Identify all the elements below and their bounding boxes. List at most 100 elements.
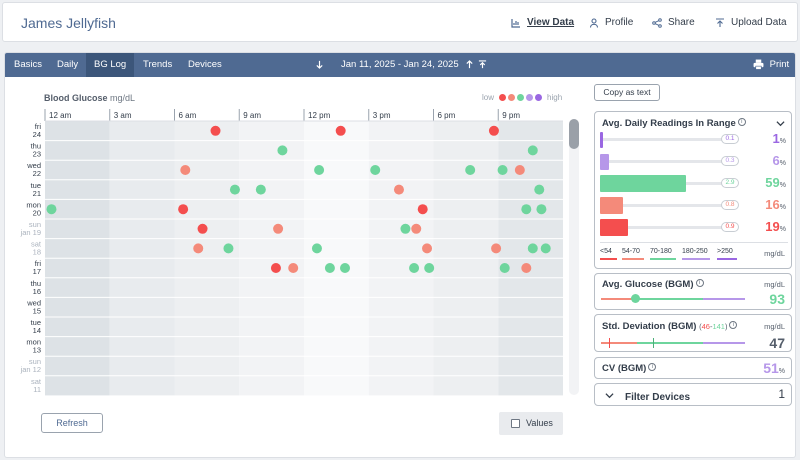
view-data-label: View Data	[527, 17, 575, 28]
std-dev-value: 47	[769, 335, 785, 351]
values-label: Values	[526, 418, 553, 428]
day-label-date: 20	[33, 208, 41, 217]
chevron-down-icon[interactable]	[776, 119, 785, 128]
tab-daily[interactable]: Daily	[57, 59, 79, 70]
glucose-reading-point	[273, 223, 284, 234]
profile-button[interactable]: Profile	[589, 17, 633, 28]
chart-title-text: Blood Glucose	[44, 93, 108, 103]
glucose-reading-point	[335, 125, 346, 136]
tab-bg-log[interactable]: BG Log	[86, 53, 135, 77]
glucose-reading-point	[210, 125, 221, 136]
avg-glucose-value: 93	[769, 291, 785, 307]
avg-glucose-marker	[631, 294, 640, 303]
glucose-reading-point	[340, 263, 351, 273]
tir-percent-number: 16	[765, 197, 780, 212]
tir-count: 0.8	[721, 200, 739, 210]
info-icon[interactable]: i	[648, 363, 657, 371]
x-tick-label: 9 am	[243, 111, 261, 120]
print-label: Print	[769, 59, 790, 70]
tir-bar	[600, 197, 624, 214]
std-dev-unit: mg/dL	[764, 322, 785, 331]
filter-devices-count: 1	[778, 387, 785, 401]
range-label: 54-70	[622, 248, 640, 255]
std-dev-scale-low	[601, 342, 637, 344]
legend-dot-target	[517, 94, 525, 101]
tir-row-target: 2.9 59%	[600, 175, 790, 192]
tir-percent-sign: %	[779, 160, 786, 167]
print-button[interactable]: Print	[753, 53, 789, 77]
tir-track	[600, 226, 738, 229]
most-recent-button[interactable]	[478, 53, 487, 77]
copy-as-text-button[interactable]: Copy as text	[594, 84, 660, 101]
tir-percent-number: 59	[765, 175, 780, 190]
cv-panel: CV (BGM) i 51%	[594, 357, 792, 379]
glucose-reading-point	[491, 243, 502, 254]
filter-devices-panel[interactable]: Filter Devices 1	[594, 383, 792, 406]
share-button[interactable]: Share	[652, 17, 695, 28]
chart-scrollbar[interactable]	[569, 119, 579, 395]
x-tick-label: 6 am	[179, 111, 197, 120]
tir-track	[600, 160, 738, 163]
avg-glucose-title-text: Avg. Glucose (BGM)	[602, 279, 694, 290]
range-label: <54	[600, 248, 612, 255]
share-icon	[652, 17, 662, 28]
x-tick-label: 6 pm	[438, 111, 456, 120]
x-tick-label: 3 am	[114, 111, 132, 120]
legend-high-label: high	[547, 93, 563, 102]
x-tick-label: 12 pm	[308, 111, 331, 120]
glucose-reading-point	[370, 165, 381, 175]
tir-percent-number: 19	[765, 219, 780, 234]
values-checkbox[interactable]	[511, 419, 520, 429]
day-label-date: 16	[33, 287, 41, 296]
std-dev-marker-low	[609, 338, 610, 348]
glucose-reading-point	[223, 243, 234, 254]
glucose-reading-point	[197, 223, 208, 234]
x-tick-label: 12 am	[49, 111, 72, 120]
tir-percent-sign: %	[779, 182, 786, 189]
avg-glucose-panel: Avg. Glucose (BGM) i mg/dL 93	[594, 273, 792, 310]
tab-devices[interactable]: Devices	[188, 59, 222, 70]
date-range: Jan 11, 2025 - Jan 24, 2025	[341, 59, 459, 70]
glucose-reading-point	[527, 145, 538, 156]
tab-basics[interactable]: Basics	[14, 59, 42, 70]
glucose-reading-point	[521, 204, 532, 215]
tir-title-text: Avg. Daily Readings In Range	[602, 118, 736, 129]
glucose-reading-point	[180, 165, 191, 175]
std-dev-range-high: 141	[712, 322, 725, 331]
next-range-button[interactable]	[465, 53, 474, 77]
values-toggle[interactable]: Values	[499, 412, 563, 435]
prev-range-button[interactable]	[315, 53, 324, 77]
glucose-reading-point	[540, 243, 551, 254]
x-tick-label: 3 pm	[373, 111, 391, 120]
view-data-button[interactable]: View Data	[511, 17, 574, 28]
tir-percent-sign: %	[779, 204, 786, 211]
day-label-date: 15	[33, 306, 41, 315]
tir-percent-number: 6	[772, 153, 780, 168]
tir-count: 2.9	[721, 178, 739, 188]
info-icon[interactable]: i	[695, 279, 704, 287]
legend-dot-low	[508, 94, 516, 101]
chart-scroll-thumb[interactable]	[569, 119, 579, 149]
info-icon[interactable]: i	[737, 118, 746, 126]
avg-glucose-title: Avg. Glucose (BGM) i	[602, 279, 704, 290]
upload-data-button[interactable]: Upload Data	[715, 17, 787, 28]
std-dev-range-sep: -	[709, 322, 713, 331]
day-label-date: 17	[33, 267, 41, 276]
day-label-weekday: tue	[31, 318, 41, 327]
range-color-line	[600, 258, 617, 260]
filter-devices-title: Filter Devices	[625, 392, 691, 403]
tab-trends[interactable]: Trends	[143, 59, 173, 70]
info-icon[interactable]: i	[729, 321, 738, 329]
chart-icon	[511, 18, 520, 28]
range-color-line	[650, 258, 676, 260]
range-label: 180-250	[682, 248, 708, 255]
printer-icon	[753, 59, 764, 70]
std-dev-marker-high	[653, 338, 654, 348]
refresh-button[interactable]: Refresh	[41, 413, 103, 433]
day-label-date: 22	[33, 169, 41, 178]
tir-bar	[600, 175, 686, 192]
tir-row-very-low: 0.9 19%	[600, 219, 790, 236]
chevron-down-icon[interactable]	[605, 391, 614, 400]
day-label-date: jan 12	[20, 365, 41, 374]
glucose-reading-point	[311, 243, 322, 254]
